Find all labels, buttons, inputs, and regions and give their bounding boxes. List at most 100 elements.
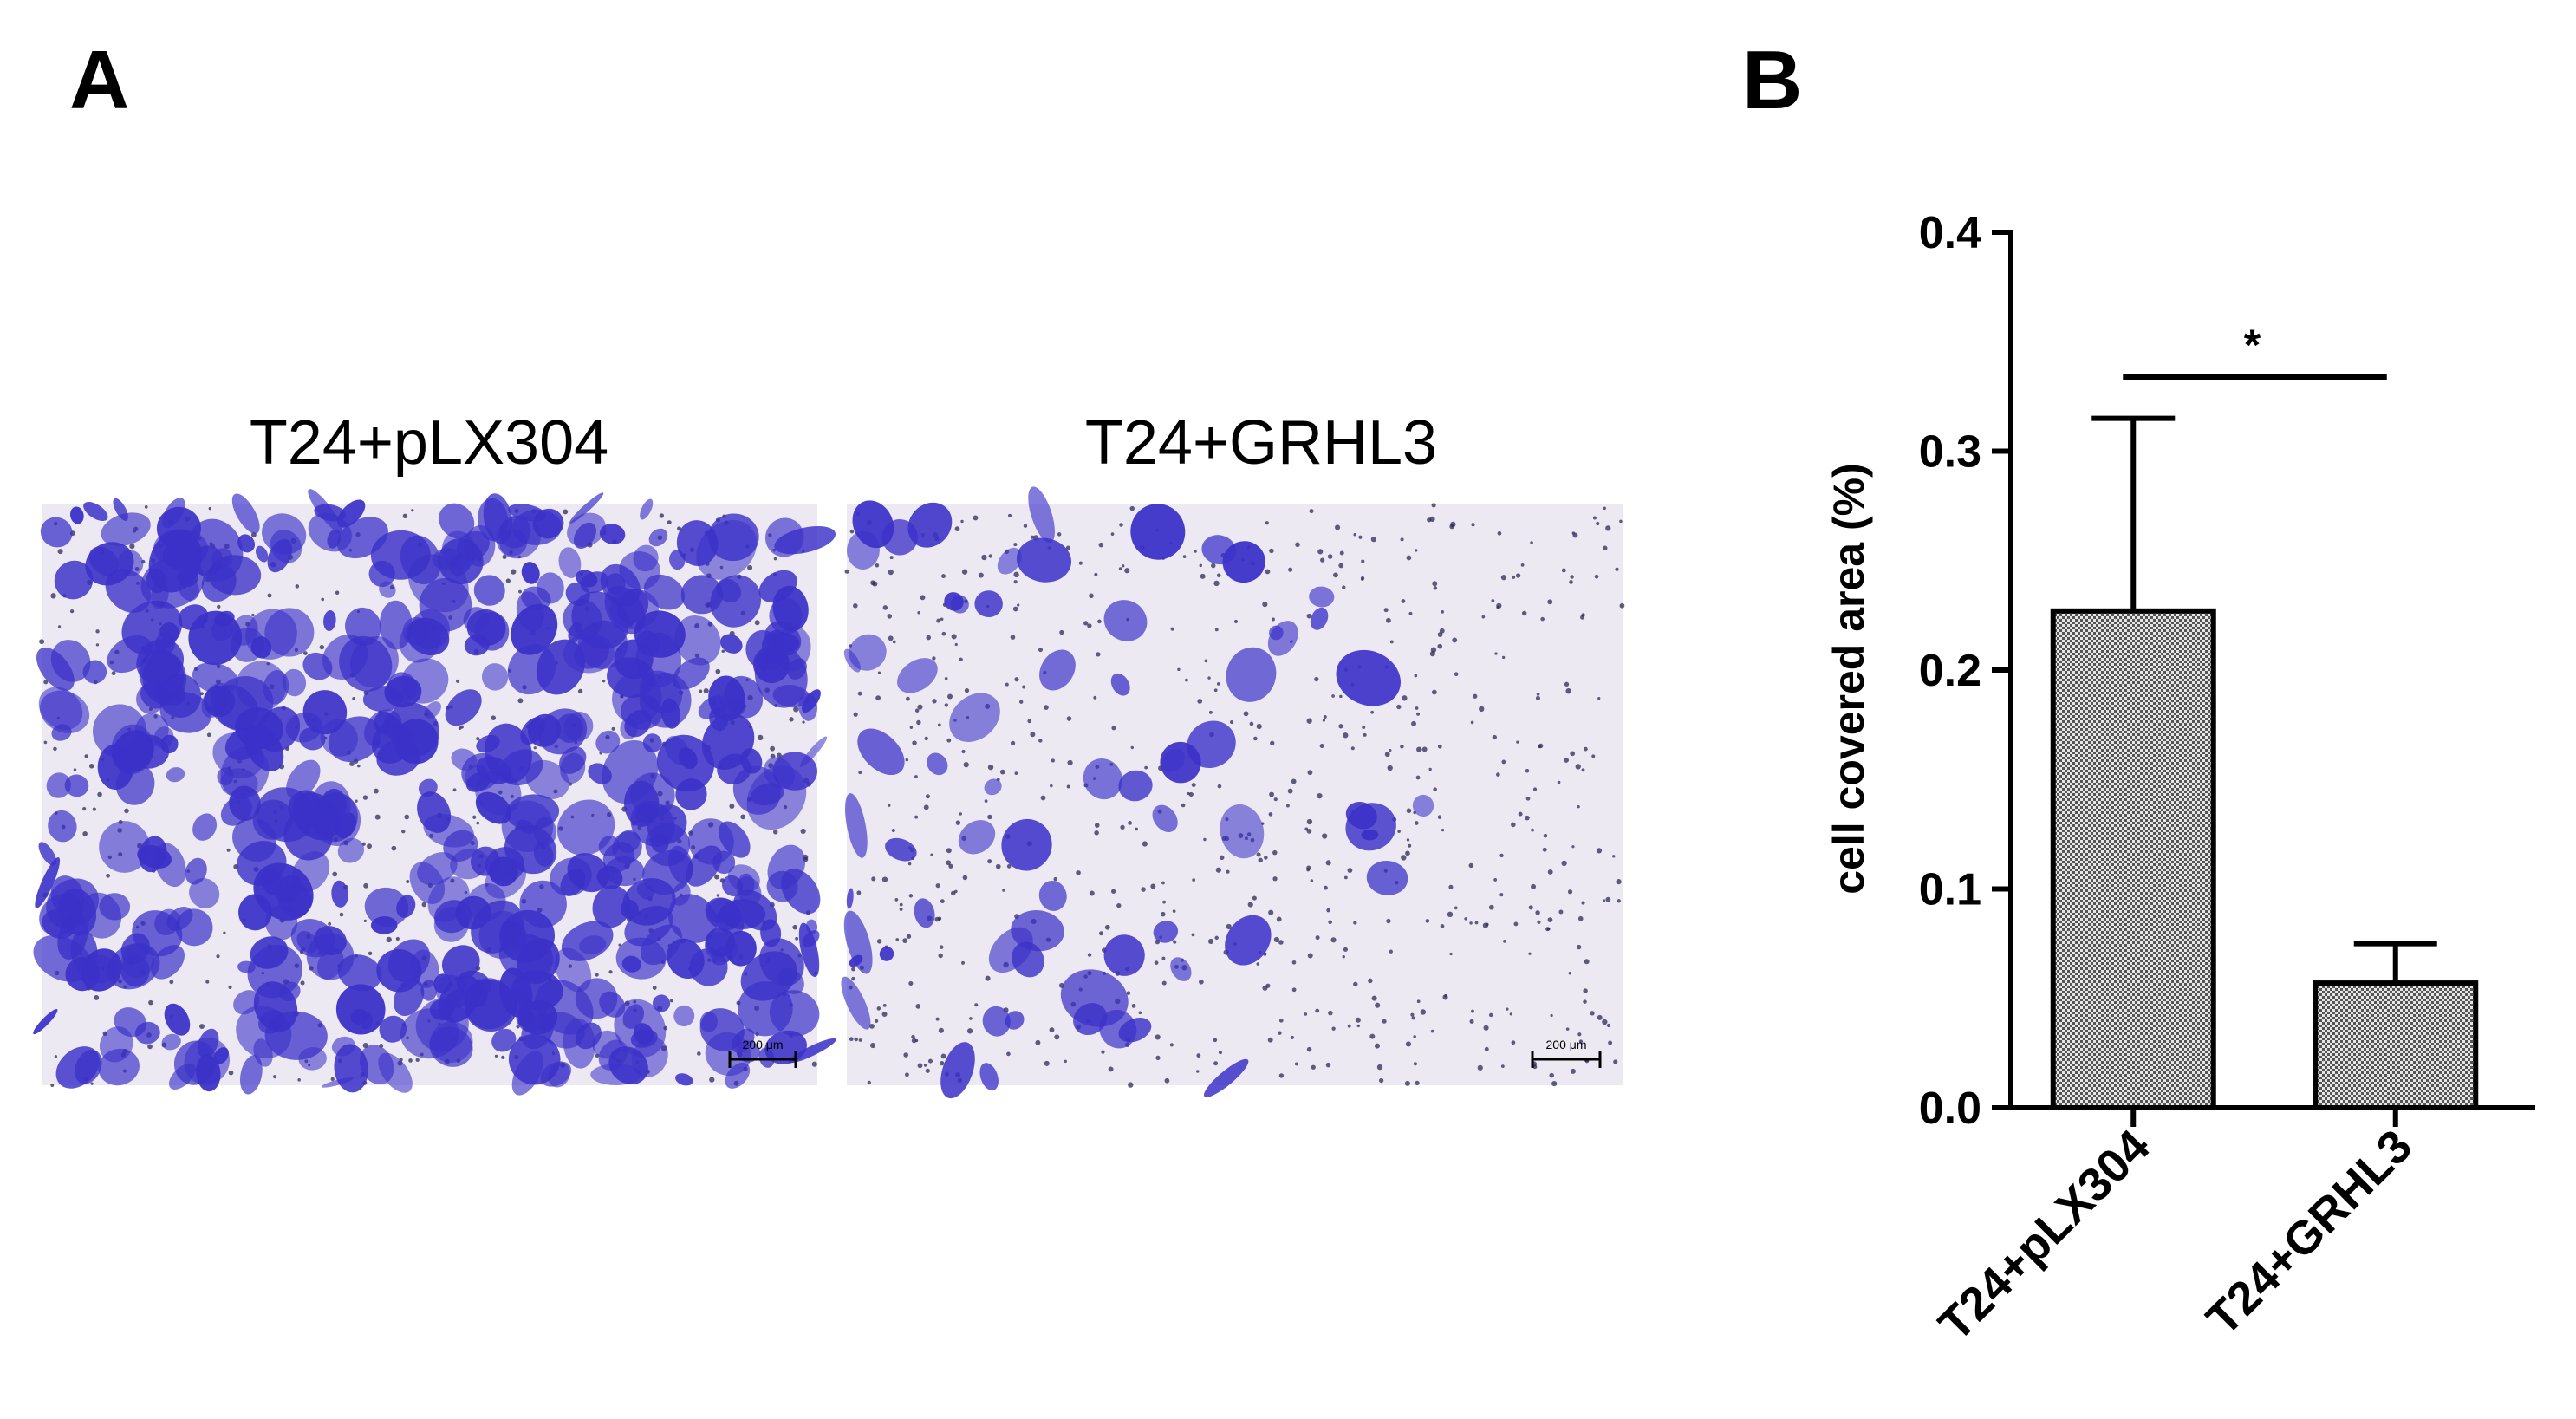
pore-dot (914, 1038, 919, 1043)
cell-cluster (602, 842, 635, 873)
pore-dot (1252, 895, 1257, 901)
pore-dot (944, 703, 949, 707)
pore-dot (1581, 768, 1585, 772)
pore-dot (876, 939, 882, 944)
pore-dot (1565, 687, 1571, 694)
pore-dot (1420, 1009, 1427, 1015)
pore-dot (905, 758, 909, 762)
pore-dot (505, 578, 511, 583)
pore-dot (1162, 900, 1166, 904)
cell-cluster (740, 748, 763, 774)
pore-dot (1501, 759, 1506, 765)
x-tick-label: T24+pLX304 (1929, 1120, 2159, 1351)
pore-dot (363, 882, 369, 889)
scale-bar-pLX304: 200 μm (728, 1038, 797, 1068)
pore-dot (1368, 978, 1373, 984)
pore-dot (1378, 1077, 1384, 1084)
cell-cluster (673, 1005, 695, 1027)
pore-dot (721, 649, 725, 654)
cell-cluster (178, 604, 209, 630)
cell-cluster (710, 575, 762, 628)
cell-cluster (558, 547, 582, 578)
pore-dot (1265, 521, 1269, 525)
cell-cluster (220, 768, 258, 798)
cell-cluster (78, 892, 122, 939)
cell-cluster (323, 610, 336, 632)
pore-dot (940, 1060, 945, 1066)
pore-dot (1276, 916, 1282, 922)
pore-dot (875, 563, 880, 568)
pore-dot (1547, 869, 1553, 875)
pore-dot (888, 635, 894, 641)
pore-dot (1405, 850, 1410, 856)
cell-cluster (481, 663, 509, 691)
cell-cluster (660, 698, 680, 729)
pore-dot (1233, 619, 1239, 624)
pore-dot (1469, 921, 1473, 925)
pore-dot (1343, 875, 1348, 880)
pore-dot (82, 807, 87, 811)
pore-dot (1547, 917, 1553, 922)
cell-cluster (35, 857, 61, 908)
cell-cluster (1220, 804, 1265, 859)
pore-dot (1411, 1016, 1415, 1020)
pore-dot (57, 549, 63, 555)
pore-dot (367, 843, 372, 849)
cell-cluster (321, 1077, 354, 1088)
pore-dot (476, 737, 480, 741)
cell-cluster (418, 778, 438, 797)
pore-dot (938, 953, 943, 959)
scale-bar-GRHL3-label: 200 μm (1546, 1038, 1587, 1051)
pore-dot (1590, 1011, 1595, 1016)
pore-dot (1087, 623, 1092, 628)
cell-cluster (491, 1028, 517, 1052)
pore-dot (1528, 905, 1533, 910)
pore-dot (909, 726, 914, 730)
pore-dot (857, 691, 862, 696)
y-tick-label: 0.1 (1919, 865, 1981, 915)
cell-cluster (841, 976, 871, 1030)
pore-dot (1353, 981, 1358, 987)
pore-dot (1285, 804, 1290, 808)
pore-dot (1218, 1051, 1222, 1055)
pore-dot (789, 717, 794, 722)
pore-dot (1291, 960, 1297, 965)
pore-dot (50, 1083, 55, 1087)
pore-dot (1428, 767, 1432, 771)
cell-cluster (622, 878, 676, 926)
pore-dot (1014, 771, 1018, 776)
pore-dot (1273, 797, 1278, 802)
pore-dot (677, 526, 682, 531)
pore-dot (1492, 734, 1497, 740)
pore-dot (1437, 815, 1442, 819)
cell-cluster (789, 1038, 836, 1064)
cell-cluster (1412, 794, 1434, 817)
pore-dot (882, 605, 888, 610)
pore-dot (1406, 838, 1410, 842)
pore-dot (1370, 710, 1375, 714)
pore-dot (1207, 676, 1211, 680)
cell-cluster (1103, 934, 1145, 976)
cell-cluster (712, 850, 736, 875)
pore-dot (1408, 611, 1413, 615)
pore-dot (938, 1027, 944, 1033)
cell-cluster (232, 817, 276, 862)
pore-dot (1200, 573, 1206, 579)
pore-dot (88, 763, 94, 769)
pore-dot (1479, 706, 1485, 713)
pore-dot (1192, 878, 1196, 882)
pore-dot (402, 513, 408, 519)
pore-dot (1488, 1012, 1493, 1018)
pore-dot (1432, 581, 1438, 587)
cell-cluster (606, 573, 626, 595)
pore-dot (1525, 815, 1530, 821)
pore-dot (1022, 685, 1026, 689)
cell-cluster (302, 652, 333, 680)
cell-cluster (699, 1008, 745, 1051)
pore-dot (1500, 1064, 1505, 1069)
pore-dot (1597, 1014, 1603, 1020)
pore-dot (43, 680, 49, 685)
pore-dot (1421, 746, 1428, 752)
pore-dot (1173, 940, 1177, 944)
pore-dot (1314, 676, 1319, 682)
